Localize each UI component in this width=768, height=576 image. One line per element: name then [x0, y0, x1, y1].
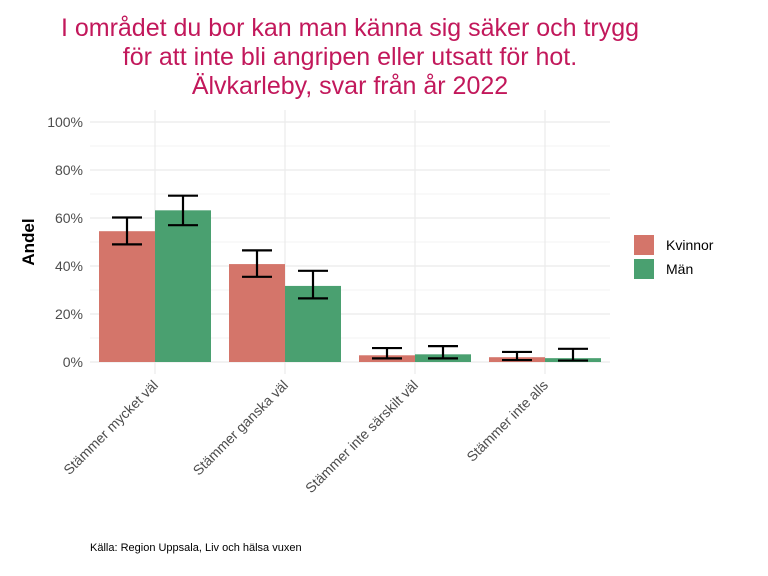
x-tick-label: Stämmer inte särskilt väl: [302, 377, 421, 496]
error-bar-man-0: [168, 194, 198, 227]
bar-man-0: [155, 210, 211, 362]
x-tick-label: Stämmer ganska väl: [190, 377, 292, 479]
source-caption: Källa: Region Uppsala, Liv och hälsa vux…: [90, 542, 302, 554]
error-bar-kvinnor-1: [242, 249, 272, 278]
error-bar-kvinnor-2: [372, 346, 402, 360]
bar-kvinnor-0: [99, 231, 155, 362]
bar-kvinnor-1: [229, 264, 285, 362]
bars: [99, 210, 601, 362]
legend-swatch-man: [634, 259, 654, 279]
y-tick-label: 100%: [47, 114, 83, 130]
legend-item-man: Män: [634, 257, 713, 281]
legend-label-man: Män: [666, 261, 694, 277]
x-tick-labels: Stämmer mycket väl Stämmer ganska väl Stäm…: [60, 377, 551, 496]
legend: Kvinnor Män: [634, 233, 713, 281]
y-tick-label: 20%: [55, 306, 83, 322]
x-tick-label: Stämmer mycket väl: [60, 377, 161, 478]
error-bar-kvinnor-3: [502, 350, 532, 362]
error-bars: [112, 194, 588, 362]
x-tick-label: Stämmer inte alls: [463, 377, 551, 465]
y-axis-label: Andel: [19, 218, 38, 265]
title-line-1: I området du bor kan man känna sig säker…: [60, 14, 640, 42]
legend-item-kvinnor: Kvinnor: [634, 233, 713, 257]
y-tick-label: 80%: [55, 162, 83, 178]
y-tick-label: 40%: [55, 258, 83, 274]
chart-title: I området du bor kan man känna sig säker…: [0, 14, 700, 101]
error-bar-man-3: [558, 347, 588, 362]
title-line-3: Älvkarleby, svar från år 2022: [191, 72, 509, 100]
legend-label-kvinnor: Kvinnor: [666, 237, 714, 253]
title-line-2: för att inte bli angripen eller utsatt f…: [122, 43, 578, 71]
error-bar-kvinnor-0: [112, 216, 142, 246]
legend-swatch-kvinnor: [634, 235, 654, 255]
y-tick-label: 0%: [63, 354, 83, 370]
error-bar-man-1: [298, 269, 328, 300]
y-tick-labels: 0% 20% 40% 60% 80% 100%: [47, 114, 83, 370]
error-bar-man-2: [428, 345, 458, 360]
y-tick-label: 60%: [55, 210, 83, 226]
